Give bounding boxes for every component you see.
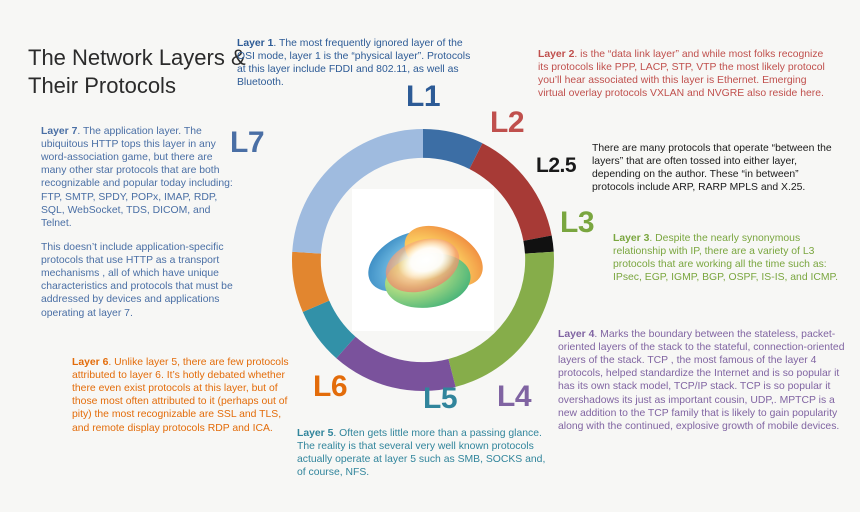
donut-segment-l7[interactable]: [292, 129, 423, 254]
layer2-body: . is the “data link layer” and while mos…: [538, 49, 825, 100]
layer3-body: . Despite the nearly synonymous relation…: [613, 233, 839, 284]
layer-glyph-l1: L1: [406, 80, 441, 113]
layer7-body: . The application layer. The ubiquitous …: [41, 126, 233, 229]
center-logo: [352, 189, 494, 331]
text-block-layer4: Layer 4. Marks the boundary between the …: [558, 328, 848, 433]
layer5-lead: Layer 5: [297, 428, 334, 439]
layer-glyph-l4: L4: [497, 380, 532, 413]
layer6-lead: Layer 6: [72, 357, 109, 368]
layer1-body: . The most frequently ignored layer of t…: [237, 38, 471, 89]
layer6-body: . Unlike layer 5, there are few protocol…: [72, 357, 289, 434]
text-block-layer5: Layer 5. Often gets little more than a p…: [297, 427, 553, 479]
text-block-layer25: There are many protocols that operate “b…: [592, 142, 842, 194]
layer-glyph-l6: L6: [313, 370, 348, 403]
text-block-layer6: Layer 6. Unlike layer 5, there are few p…: [72, 356, 294, 435]
layer-glyph-l2: L2: [490, 106, 525, 139]
layer-glyph-l5: L5: [423, 382, 458, 415]
layer7b-body: This doesn’t include application-specifi…: [41, 242, 233, 319]
text-block-layer7-secondary: This doesn’t include application-specifi…: [41, 241, 243, 320]
layer3-lead: Layer 3: [613, 233, 650, 244]
page-title: The Network Layers & Their Protocols: [28, 45, 246, 99]
text-block-layer1: Layer 1. The most frequently ignored lay…: [237, 37, 477, 89]
layer4-body: . Marks the boundary between the statele…: [558, 329, 845, 432]
layer1-lead: Layer 1: [237, 38, 274, 49]
text-block-layer3: Layer 3. Despite the nearly synonymous r…: [613, 232, 841, 284]
donut-segment-l2-5[interactable]: [523, 235, 554, 254]
donut-svg: [292, 129, 554, 391]
layer-glyph-l7: L7: [230, 126, 265, 159]
text-block-layer2: Layer 2. is the “data link layer” and wh…: [538, 48, 836, 100]
layer4-lead: Layer 4: [558, 329, 595, 340]
layer5-body: . Often gets little more than a passing …: [297, 428, 546, 479]
layer-glyph-l25: L2.5: [536, 154, 577, 177]
logo-svg: [352, 189, 494, 331]
donut-segment-l3[interactable]: [448, 251, 554, 387]
donut-segment-l1[interactable]: [423, 129, 483, 169]
donut-segment-l6[interactable]: [292, 251, 330, 313]
donut-segment-l4[interactable]: [336, 336, 456, 391]
donut-segment-l2[interactable]: [469, 143, 552, 241]
layer7-lead: Layer 7: [41, 126, 78, 137]
layer25-body: There are many protocols that operate “b…: [592, 143, 832, 194]
osi-layer-donut-chart: [286, 123, 560, 397]
text-block-layer7: Layer 7. The application layer. The ubiq…: [41, 125, 239, 230]
donut-segment-l5[interactable]: [302, 300, 356, 359]
layer-glyph-l3: L3: [560, 206, 595, 239]
layer2-lead: Layer 2: [538, 49, 575, 60]
